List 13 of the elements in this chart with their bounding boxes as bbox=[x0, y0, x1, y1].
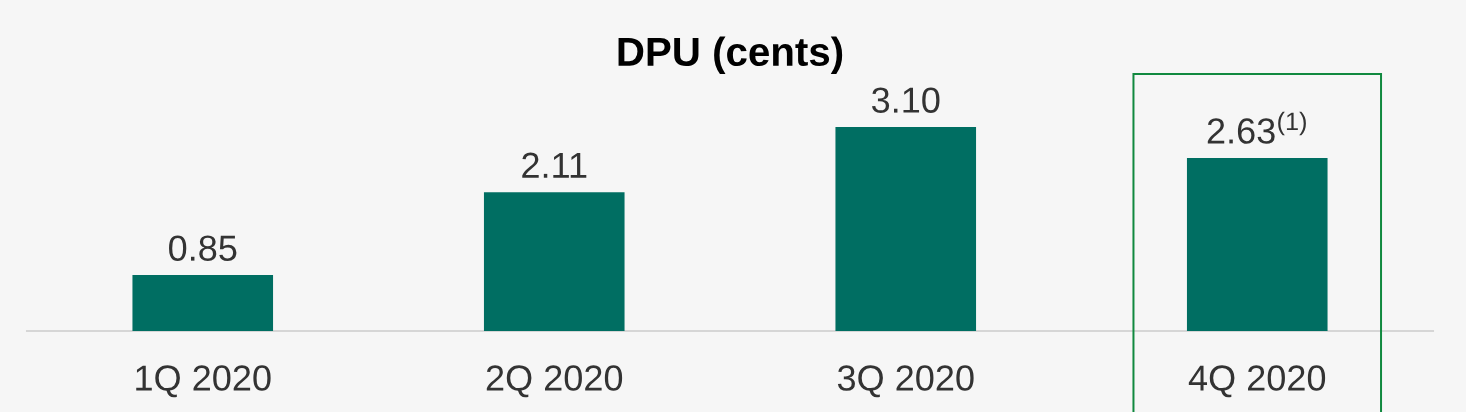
x-tick-label: 4Q 2020 bbox=[1188, 365, 1326, 398]
bar bbox=[835, 127, 977, 331]
x-tick-label: 1Q 2020 bbox=[136, 365, 271, 398]
data-label: 0.85 bbox=[169, 235, 237, 261]
bar bbox=[483, 192, 625, 331]
bar bbox=[1186, 157, 1328, 331]
x-tick-label: 2Q 2020 bbox=[486, 365, 623, 398]
chart-title: DPU (cents) bbox=[618, 36, 843, 74]
data-label: 2.63$^{(1)}$ bbox=[1207, 111, 1306, 144]
data-label: 2.11 bbox=[522, 152, 587, 178]
bar bbox=[132, 275, 274, 331]
data-label: 3.10 bbox=[871, 87, 940, 113]
x-tick-label: 3Q 2020 bbox=[837, 365, 974, 398]
